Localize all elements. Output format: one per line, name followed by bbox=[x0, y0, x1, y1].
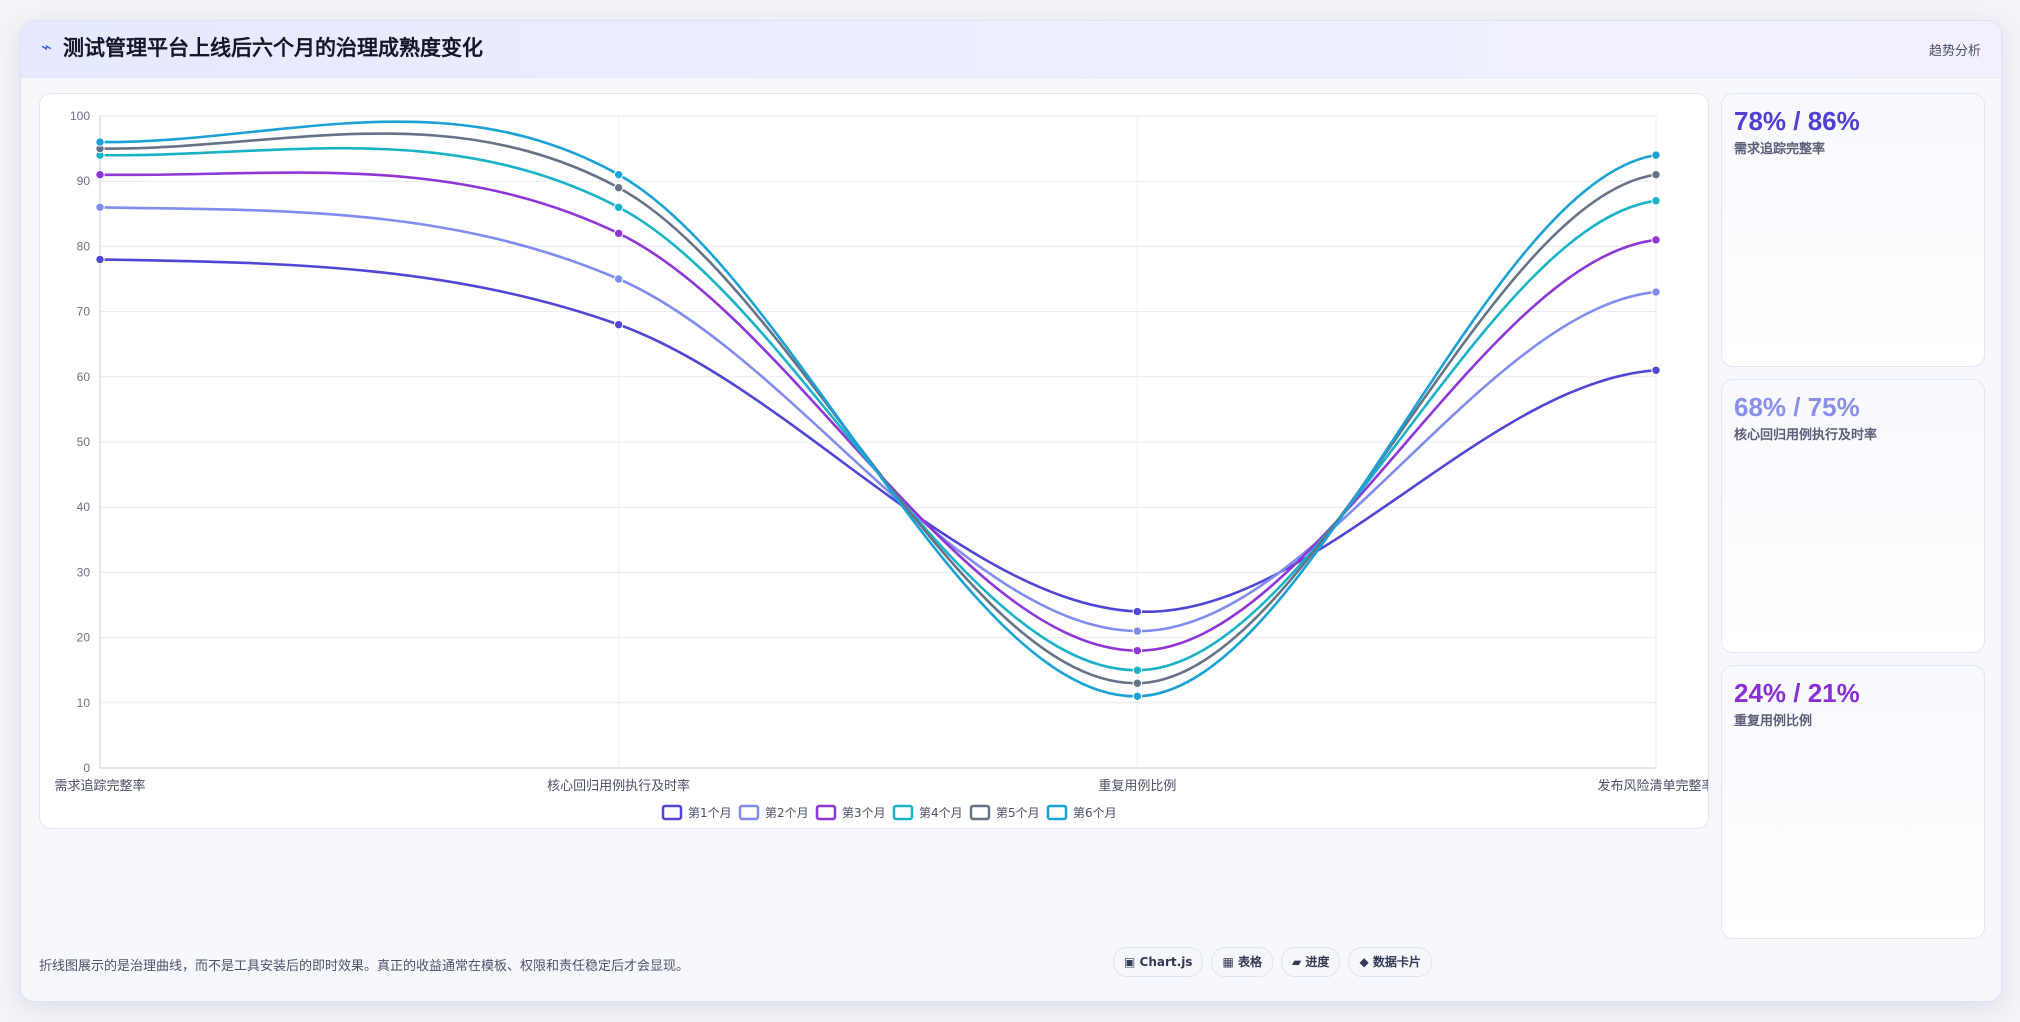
legend-swatch bbox=[1046, 804, 1068, 821]
legend-swatch bbox=[661, 804, 683, 821]
series-line-2 bbox=[98, 205, 1658, 633]
metric-card-3: 24% / 21% 重复用例比例 bbox=[1721, 665, 1985, 939]
line-chart: 0 10 20 30 40 50 60 70 80 90 100 需求追踪完整率 核心回归用例执行及时率… bbox=[54, 109, 1708, 821]
y-tick-label: 0 bbox=[83, 761, 90, 775]
data-point bbox=[613, 169, 624, 180]
legend-swatch bbox=[815, 804, 837, 821]
data-point bbox=[1132, 645, 1143, 656]
data-point bbox=[613, 274, 624, 284]
y-tick-label: 100 bbox=[70, 109, 90, 123]
legend-swatch bbox=[892, 804, 914, 821]
legend-label: 第2个月 bbox=[765, 806, 809, 820]
chip-label: 进度 bbox=[1305, 955, 1330, 969]
legend-label: 第3个月 bbox=[842, 806, 886, 820]
progress-icon: ▰ bbox=[1292, 955, 1302, 969]
trend-analysis-tag[interactable]: 趋势分析 bbox=[1928, 44, 1981, 59]
y-tick-label: 90 bbox=[77, 174, 91, 188]
chip-label: 表格 bbox=[1237, 955, 1262, 969]
data-point bbox=[613, 183, 624, 193]
chip-chartjs[interactable]: ▣ Chart.js bbox=[1113, 947, 1204, 977]
data-point bbox=[1132, 606, 1143, 617]
data-point bbox=[613, 319, 624, 330]
series-line-1 bbox=[98, 258, 1658, 613]
metric-card-label: 核心回归用例执行及时率 bbox=[1734, 428, 1878, 443]
x-tick-label: 发布风险清单完整率 bbox=[1597, 778, 1708, 794]
legend-label: 第6个月 bbox=[1073, 806, 1117, 820]
x-tick-label: 核心回归用例执行及时率 bbox=[547, 778, 690, 794]
metric-card-2: 68% / 75% 核心回归用例执行及时率 bbox=[1721, 379, 1985, 653]
footer-note: 折线图展示的是治理曲线，而不是工具安装后的即时效果。真正的收益通常在模板、权限和… bbox=[39, 959, 690, 974]
metric-card-label: 重复用例比例 bbox=[1734, 714, 1813, 729]
legend-label: 第5个月 bbox=[996, 806, 1040, 820]
data-point bbox=[95, 169, 105, 180]
app-window: ⌁ 测试管理平台上线后六个月的治理成熟度变化 趋势分析 0 10 20 30 40 50 6… bbox=[20, 20, 2002, 1002]
chip-data-card[interactable]: ◆ 数据卡片 bbox=[1348, 947, 1432, 977]
data-point bbox=[95, 137, 105, 147]
legend-swatch bbox=[969, 804, 991, 821]
chart-icon: ▣ bbox=[1124, 955, 1136, 969]
metric-card-label: 需求追踪完整率 bbox=[1734, 142, 1826, 157]
data-point bbox=[1132, 678, 1143, 688]
x-tick-label: 重复用例比例 bbox=[1098, 778, 1176, 794]
chip-table[interactable]: ▦ 表格 bbox=[1211, 947, 1273, 977]
y-tick-label: 80 bbox=[77, 239, 91, 253]
chart-panel: 0 10 20 30 40 50 60 70 80 90 100 需求追踪完整率 核心回归用例执行及时率… bbox=[39, 93, 1709, 829]
data-point bbox=[1651, 150, 1661, 160]
series-line-5 bbox=[98, 132, 1658, 685]
data-point bbox=[1651, 287, 1661, 297]
chip-progress[interactable]: ▰ 进度 bbox=[1281, 947, 1341, 977]
y-tick-label: 40 bbox=[77, 500, 91, 514]
data-point bbox=[1132, 665, 1143, 675]
data-point bbox=[95, 202, 105, 212]
metric-card-value: 24% / 21% bbox=[1734, 678, 1860, 708]
table-icon: ▦ bbox=[1222, 955, 1234, 969]
data-point bbox=[613, 228, 624, 239]
data-point bbox=[95, 254, 105, 265]
y-tick-label: 20 bbox=[77, 631, 91, 645]
data-point bbox=[613, 202, 624, 212]
data-point bbox=[1651, 169, 1661, 180]
data-card-icon: ◆ bbox=[1359, 955, 1369, 969]
metric-card-value: 78% / 86% bbox=[1734, 106, 1860, 136]
series-line-6 bbox=[98, 120, 1658, 698]
data-point bbox=[1132, 626, 1143, 636]
series-line-4 bbox=[98, 146, 1658, 672]
header-bar: ⌁ 测试管理平台上线后六个月的治理成熟度变化 趋势分析 bbox=[21, 21, 2001, 78]
y-tick-label: 60 bbox=[77, 370, 91, 384]
chip-label: 数据卡片 bbox=[1372, 955, 1421, 969]
y-tick-label: 50 bbox=[77, 435, 91, 449]
series-line-3 bbox=[98, 171, 1658, 652]
y-tick-label: 10 bbox=[77, 696, 91, 710]
data-point bbox=[1651, 365, 1661, 375]
page-title: 测试管理平台上线后六个月的治理成熟度变化 bbox=[63, 36, 483, 60]
legend-swatch bbox=[738, 804, 760, 821]
data-point bbox=[1132, 691, 1143, 701]
y-tick-label: 70 bbox=[77, 305, 91, 319]
metric-card-value: 68% / 75% bbox=[1734, 392, 1860, 422]
legend-label: 第4个月 bbox=[919, 806, 963, 820]
footer-chips: ▣ Chart.js ▦ 表格 ▰ 进度 ◆ 数据卡片 bbox=[1113, 947, 1432, 977]
data-point bbox=[1651, 196, 1661, 206]
data-point bbox=[1651, 235, 1661, 245]
x-tick-label: 需求追踪完整率 bbox=[54, 778, 145, 794]
y-tick-label: 30 bbox=[77, 565, 91, 579]
legend-label: 第1个月 bbox=[688, 806, 732, 820]
metric-card-1: 78% / 86% 需求追踪完整率 bbox=[1721, 93, 1985, 367]
chip-label: Chart.js bbox=[1139, 955, 1193, 969]
chart-line-icon: ⌁ bbox=[41, 37, 52, 58]
